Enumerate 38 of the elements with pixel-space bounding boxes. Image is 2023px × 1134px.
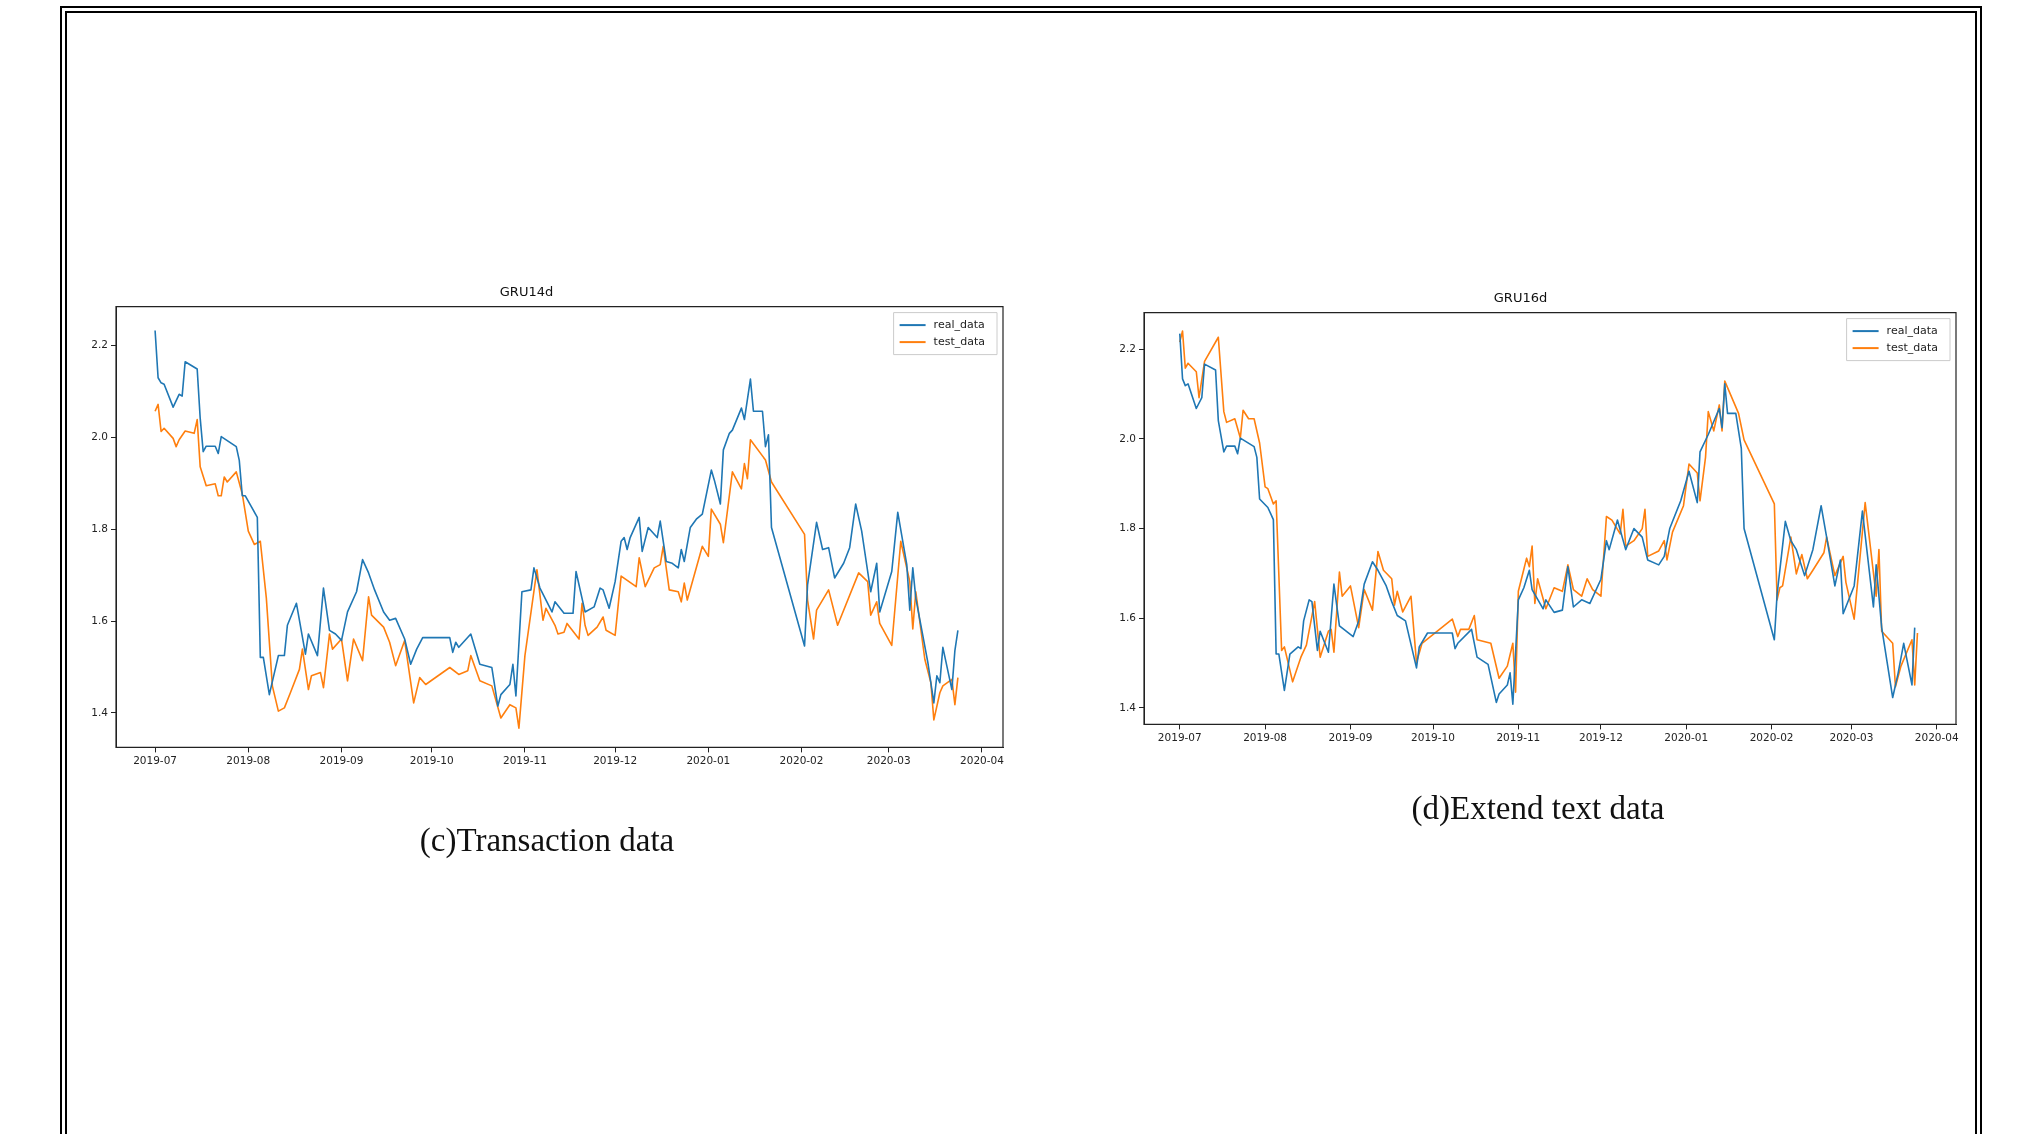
chart-title: GRU14d	[499, 284, 554, 300]
y-tick-label: 1.6	[91, 613, 109, 626]
y-tick-label: 1.4	[1119, 700, 1137, 713]
x-tick-label: 2020-02	[779, 754, 824, 767]
x-tick-label: 2019-09	[1328, 731, 1373, 744]
text: (d)Extend text data	[1411, 790, 1665, 827]
x-tick-label: 2020-02	[1749, 731, 1794, 744]
x-tick-label: 2020-01	[686, 754, 731, 767]
text: (c)Transaction data	[419, 822, 675, 859]
x-tick-label: 2020-01	[1664, 731, 1709, 744]
x-tick-label: 2019-09	[319, 754, 364, 767]
legend-label: test_data	[1886, 340, 1938, 354]
y-tick-label: 1.8	[91, 522, 108, 535]
x-tick-label: 2019-07	[133, 754, 178, 767]
x-tick-label: 2019-10	[1411, 731, 1455, 744]
legend-label: real_data	[933, 317, 985, 331]
x-tick-label: 2019-11	[1496, 731, 1541, 744]
y-tick-label: 2.0	[91, 430, 108, 443]
x-tick-label: 2020-04	[960, 754, 1005, 767]
x-tick-label: 2019-11	[502, 754, 547, 767]
x-tick-label: 2020-03	[866, 754, 911, 767]
x-tick-label: 2019-07	[1157, 731, 1202, 744]
y-tick-label: 2.2	[91, 338, 108, 351]
x-tick-label: 2019-08	[226, 754, 271, 767]
chart-title: GRU16d	[1493, 290, 1548, 306]
x-tick-label: 2019-12	[1578, 731, 1623, 744]
y-tick-label: 1.6	[1119, 610, 1137, 623]
x-tick-label: 2020-03	[1829, 731, 1874, 744]
x-tick-label: 2019-10	[409, 754, 454, 767]
legend-label: real_data	[1886, 323, 1938, 337]
y-tick-label: 1.8	[1119, 521, 1136, 534]
y-tick-label: 1.4	[91, 705, 109, 718]
legend-label: test_data	[933, 334, 985, 348]
y-tick-label: 2.2	[1119, 342, 1136, 355]
x-tick-label: 2019-12	[593, 754, 638, 767]
y-tick-label: 2.0	[1119, 431, 1136, 444]
x-tick-label: 2020-04	[1914, 731, 1959, 744]
x-tick-label: 2019-08	[1243, 731, 1288, 744]
